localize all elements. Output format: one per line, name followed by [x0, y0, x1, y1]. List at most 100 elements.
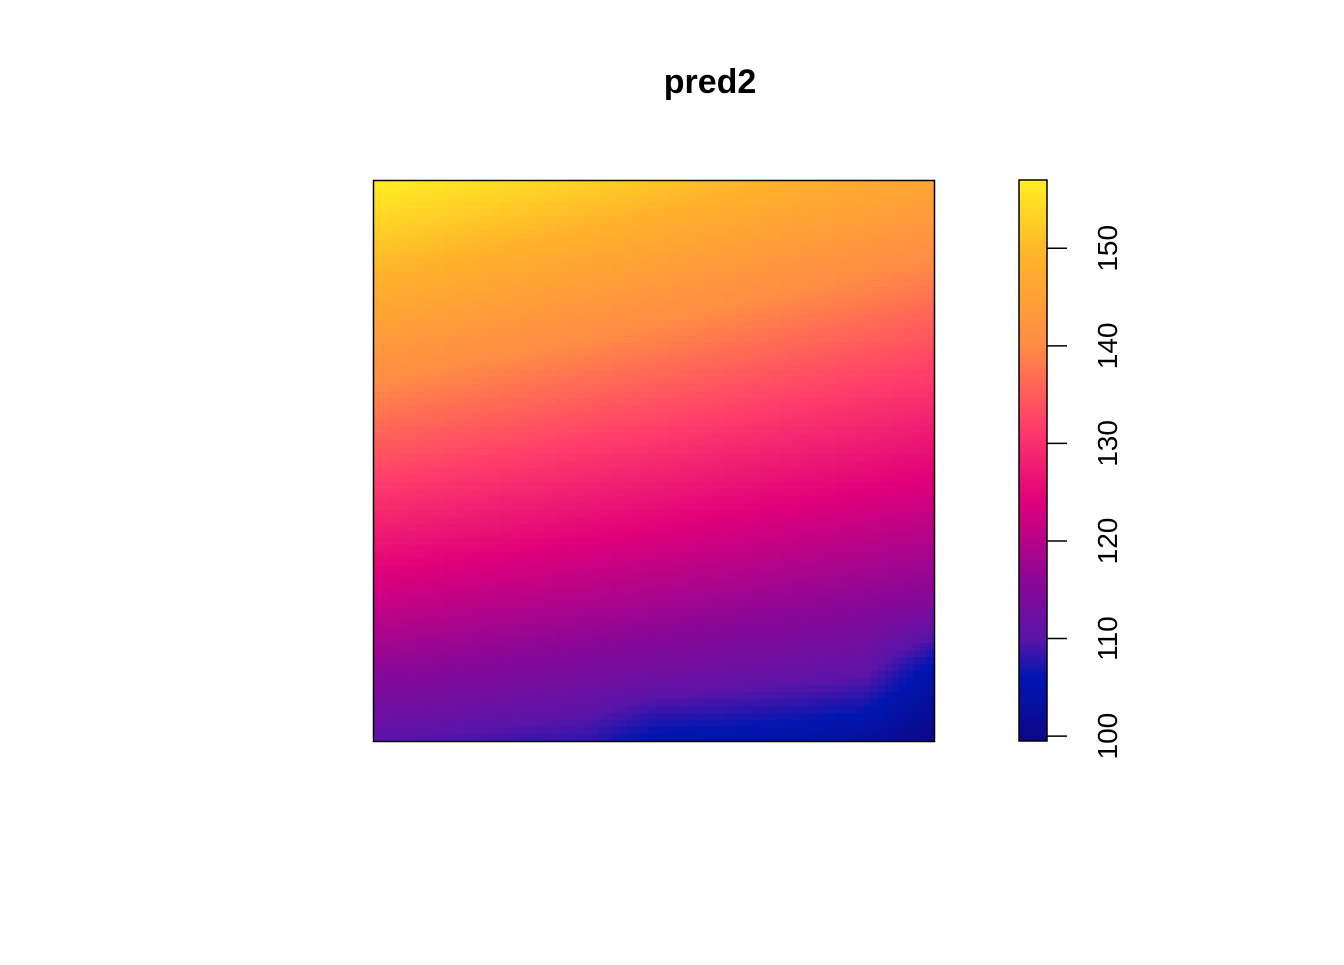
heatmap-cell — [668, 251, 676, 259]
heatmap-cell — [416, 440, 424, 448]
heatmap-cell — [423, 398, 431, 406]
heatmap-cell — [605, 370, 613, 378]
heatmap-cell — [829, 391, 837, 399]
heatmap-cell — [654, 538, 662, 546]
heatmap-cell — [899, 223, 907, 231]
heatmap-cell — [416, 601, 424, 609]
heatmap-cell — [815, 188, 823, 196]
heatmap-cell — [871, 370, 879, 378]
heatmap-cell — [437, 195, 445, 203]
heatmap-cell — [451, 426, 459, 434]
heatmap-cell — [787, 517, 795, 525]
heatmap-cell — [500, 370, 508, 378]
heatmap-cell — [437, 272, 445, 280]
heatmap-cell — [857, 230, 865, 238]
heatmap-cell — [738, 587, 746, 595]
heatmap-cell — [556, 279, 564, 287]
heatmap-cell — [556, 475, 564, 483]
heatmap-cell — [759, 230, 767, 238]
heatmap-cell — [535, 258, 543, 266]
heatmap-cell — [724, 412, 732, 420]
heatmap-cell — [493, 447, 501, 455]
heatmap-cell — [409, 461, 417, 469]
heatmap-cell — [745, 412, 753, 420]
heatmap-cell — [913, 349, 921, 357]
heatmap-cell — [626, 587, 634, 595]
heatmap-cell — [654, 377, 662, 385]
heatmap-cell — [703, 538, 711, 546]
heatmap-cell — [388, 349, 396, 357]
heatmap-cell — [388, 447, 396, 455]
heatmap-cell — [927, 202, 935, 210]
heatmap-cell — [549, 237, 557, 245]
heatmap-cell — [556, 307, 564, 315]
heatmap-cell — [535, 370, 543, 378]
heatmap-cell — [843, 181, 851, 189]
heatmap-cell — [703, 356, 711, 364]
heatmap-cell — [682, 216, 690, 224]
heatmap-cell — [409, 405, 417, 413]
heatmap-cell — [815, 468, 823, 476]
heatmap-cell — [563, 440, 571, 448]
heatmap-cell — [829, 216, 837, 224]
heatmap-cell — [444, 559, 452, 567]
heatmap-cell — [402, 426, 410, 434]
heatmap-cell — [745, 377, 753, 385]
heatmap-cell — [409, 356, 417, 364]
heatmap-cell — [759, 188, 767, 196]
heatmap-cell — [549, 384, 557, 392]
heatmap-cell — [437, 440, 445, 448]
heatmap-cell — [395, 321, 403, 329]
heatmap-cell — [626, 349, 634, 357]
heatmap-cell — [766, 223, 774, 231]
heatmap-cell — [850, 517, 858, 525]
heatmap-cell — [591, 594, 599, 602]
heatmap-cell — [465, 300, 473, 308]
heatmap-cell — [822, 181, 830, 189]
heatmap-cell — [759, 314, 767, 322]
heatmap-cell — [885, 300, 893, 308]
heatmap-cell — [619, 601, 627, 609]
heatmap-cell — [500, 510, 508, 518]
heatmap-cell — [689, 202, 697, 210]
heatmap-cell — [850, 545, 858, 553]
heatmap-cell — [647, 398, 655, 406]
heatmap-cell — [927, 195, 935, 203]
heatmap-cell — [654, 398, 662, 406]
heatmap-cell — [927, 559, 935, 567]
heatmap-cell — [731, 531, 739, 539]
heatmap-cell — [388, 286, 396, 294]
heatmap-cell — [381, 321, 389, 329]
heatmap-cell — [577, 531, 585, 539]
heatmap-cell — [731, 300, 739, 308]
heatmap-cell — [871, 356, 879, 364]
heatmap-cell — [612, 468, 620, 476]
heatmap-cell — [675, 524, 683, 532]
heatmap-cell — [913, 447, 921, 455]
heatmap-cell — [822, 377, 830, 385]
heatmap-cell — [717, 363, 725, 371]
heatmap-cell — [388, 580, 396, 588]
heatmap-cell — [395, 489, 403, 497]
heatmap-cell — [892, 272, 900, 280]
heatmap-cell — [535, 300, 543, 308]
heatmap-cell — [542, 545, 550, 553]
heatmap-cell — [787, 608, 795, 616]
heatmap-cell — [794, 314, 802, 322]
heatmap-cell — [570, 230, 578, 238]
heatmap-cell — [612, 195, 620, 203]
heatmap-cell — [822, 251, 830, 259]
heatmap-cell — [514, 223, 522, 231]
heatmap-cell — [654, 608, 662, 616]
heatmap-cell — [682, 447, 690, 455]
heatmap-cell — [591, 195, 599, 203]
heatmap-cell — [381, 209, 389, 217]
heatmap-cell — [871, 566, 879, 574]
heatmap-cell — [465, 601, 473, 609]
heatmap-cell — [465, 335, 473, 343]
heatmap-cell — [703, 209, 711, 217]
heatmap-cell — [843, 377, 851, 385]
heatmap-cell — [556, 510, 564, 518]
heatmap-cell — [822, 433, 830, 441]
heatmap-cell — [899, 496, 907, 504]
